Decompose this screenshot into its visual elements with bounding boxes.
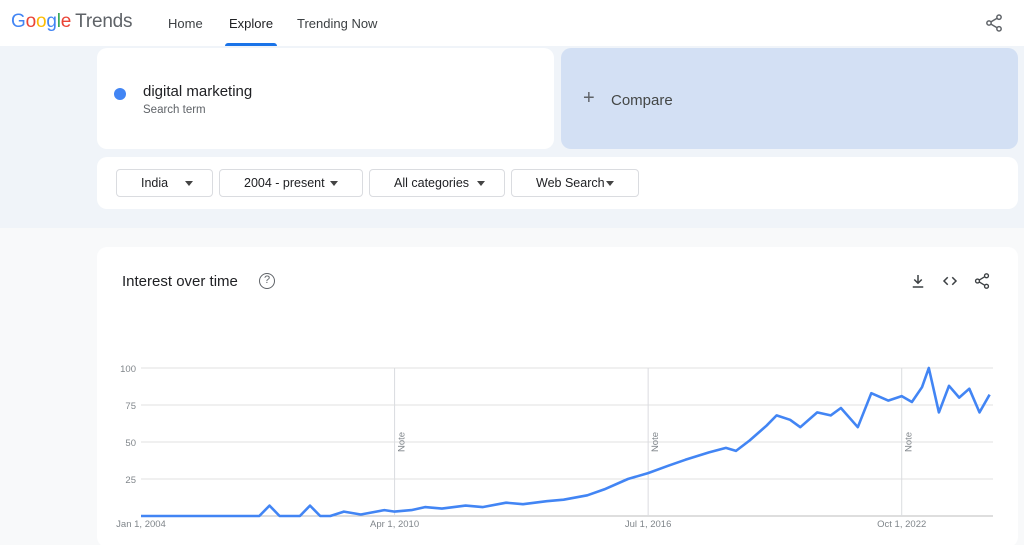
google-trends-logo[interactable]: Google Trends xyxy=(11,11,133,33)
compare-label: Compare xyxy=(611,92,673,109)
region-value: India xyxy=(141,176,169,190)
chart-title: Interest over time xyxy=(122,273,238,290)
google-wordmark: Google xyxy=(11,11,72,32)
compare-button[interactable]: + Compare xyxy=(561,48,1018,149)
share-icon[interactable] xyxy=(984,13,1004,33)
plus-icon: + xyxy=(583,87,595,109)
y-tick-label: 75 xyxy=(125,401,136,412)
time-range-value: 2004 - present xyxy=(244,176,325,190)
nav-home[interactable]: Home xyxy=(168,15,203,31)
nav-trending-now[interactable]: Trending Now xyxy=(297,15,378,31)
chevron-down-icon xyxy=(606,181,614,186)
category-dropdown[interactable]: All categories xyxy=(369,169,505,197)
top-bar: Google Trends Home Explore Trending Now xyxy=(0,0,1024,46)
series-line-digital-marketing xyxy=(141,366,991,518)
time-range-dropdown[interactable]: 2004 - present xyxy=(219,169,363,197)
chevron-down-icon xyxy=(477,181,485,186)
note-label: Note xyxy=(397,432,408,452)
region-dropdown[interactable]: India xyxy=(116,169,213,197)
note-label: Note xyxy=(904,432,915,452)
y-tick-label: 50 xyxy=(125,438,136,449)
chevron-down-icon xyxy=(185,181,193,186)
x-tick-label: Jan 1, 2004 xyxy=(116,519,166,530)
nav-explore[interactable]: Explore xyxy=(224,0,278,46)
category-value: All categories xyxy=(394,176,470,190)
y-tick-label: 100 xyxy=(120,364,136,375)
x-tick-label: Apr 1, 2010 xyxy=(370,519,419,530)
chevron-down-icon xyxy=(330,181,338,186)
embed-icon[interactable] xyxy=(941,272,959,290)
series-color-dot xyxy=(114,88,126,100)
help-icon[interactable]: ? xyxy=(259,273,275,289)
trends-wordmark: Trends xyxy=(75,11,133,32)
filter-bar: India 2004 - present All categories Web … xyxy=(97,157,1018,209)
search-property-value: Web Search xyxy=(536,176,605,190)
search-term-subtitle: Search term xyxy=(143,104,206,116)
search-term-card[interactable]: digital marketing Search term xyxy=(97,48,554,149)
x-tick-label: Jul 1, 2016 xyxy=(625,519,671,530)
search-term[interactable]: digital marketing xyxy=(143,83,253,100)
search-property-dropdown[interactable]: Web Search xyxy=(511,169,639,197)
interest-over-time-card: Interest over time ? xyxy=(97,247,1018,545)
share-icon[interactable] xyxy=(973,272,991,290)
y-tick-label: 25 xyxy=(125,475,136,486)
x-tick-label: Oct 1, 2022 xyxy=(877,519,926,530)
note-label: Note xyxy=(650,432,661,452)
download-icon[interactable] xyxy=(909,272,927,290)
